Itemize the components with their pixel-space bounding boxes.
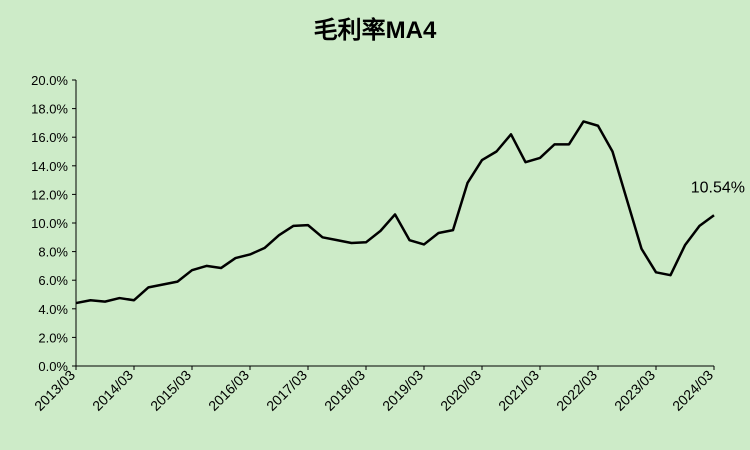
x-tick-label: 2024/03: [669, 367, 716, 414]
y-tick-label: 10.0%: [31, 216, 68, 231]
x-tick-label: 2022/03: [553, 367, 600, 414]
y-tick-label: 18.0%: [31, 102, 68, 117]
y-tick-label: 12.0%: [31, 187, 68, 202]
chart-title: 毛利率MA4: [314, 16, 437, 44]
x-tick-label: 2016/03: [205, 367, 252, 414]
x-tick-label: 2019/03: [379, 367, 426, 414]
line: [75, 120, 715, 305]
x-tick-label: 2020/03: [437, 367, 484, 414]
y-tick-label: 6.0%: [38, 273, 68, 288]
x-tick-label: 2018/03: [321, 367, 368, 414]
y-tick-label: 16.0%: [31, 130, 68, 145]
x-tick-label: 2014/03: [89, 367, 136, 414]
x-tick-label: 2015/03: [147, 367, 194, 414]
x-tick-label: 2021/03: [495, 367, 542, 414]
x-tick-label: 2017/03: [263, 367, 310, 414]
y-tick-label: 0.0%: [38, 359, 68, 374]
y-tick-label: 4.0%: [38, 302, 68, 317]
y-tick-label: 2.0%: [38, 330, 68, 345]
y-tick-label: 20.0%: [31, 73, 68, 88]
y-tick-label: 8.0%: [38, 245, 68, 260]
x-tick-label: 2023/03: [611, 367, 658, 414]
y-tick-label: 14.0%: [31, 159, 68, 174]
data-label: 10.54%: [691, 179, 745, 196]
